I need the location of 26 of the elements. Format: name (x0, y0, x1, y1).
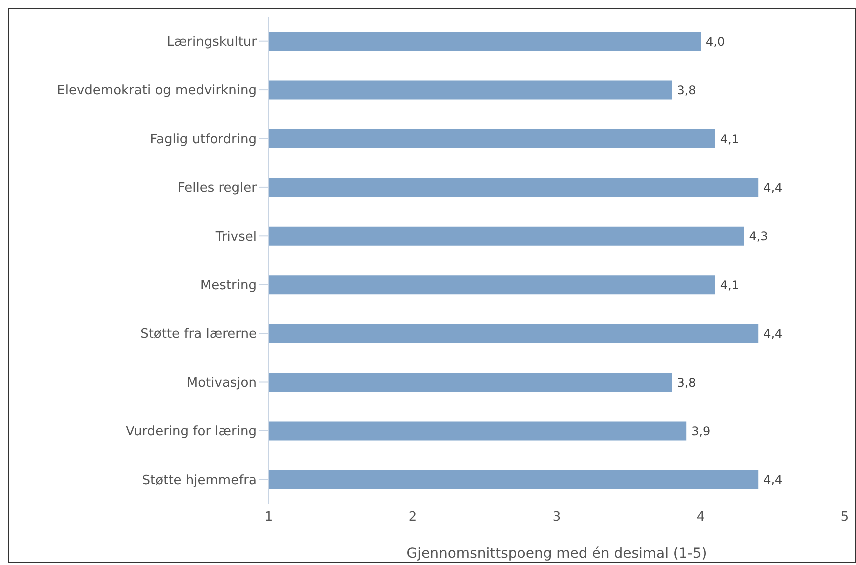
y-tick-label: Støtte hjemmefra (142, 473, 257, 488)
data-label: 4,4 (764, 473, 783, 488)
data-label: 4,3 (749, 230, 768, 244)
data-label: 3,8 (677, 84, 696, 98)
x-tick-label: 4 (696, 510, 706, 526)
y-tick-label: Støtte fra lærerne (140, 327, 257, 342)
data-label: 4,4 (764, 327, 783, 342)
y-tick-label: Faglig utfordring (150, 132, 257, 148)
y-tick-label: Mestring (200, 278, 257, 294)
x-tick-label: 1 (264, 510, 274, 526)
y-tick-label: Elevdemokrati og medvirkning (57, 84, 257, 99)
x-tick-label: 2 (408, 510, 418, 526)
data-label: 3,9 (692, 424, 711, 438)
data-label: 4,1 (720, 278, 740, 292)
y-tick-label: Vurdering for læring (126, 424, 257, 440)
y-tick-label: Læringskultur (167, 34, 258, 50)
y-tick-label: Trivsel (214, 230, 257, 245)
y-tick-label: Felles regler (178, 181, 258, 196)
x-tick-label: 5 (840, 510, 850, 526)
y-tick-label: Motivasjon (186, 376, 257, 391)
x-axis-title: Gjennomsnittspoeng med én desimal (1-5) (406, 546, 708, 562)
data-label: 3,8 (677, 376, 696, 390)
data-label: 4,0 (706, 34, 726, 49)
data-label: 4,4 (764, 180, 783, 195)
x-tick-label: 3 (552, 510, 562, 526)
data-label: 4,1 (720, 132, 740, 146)
